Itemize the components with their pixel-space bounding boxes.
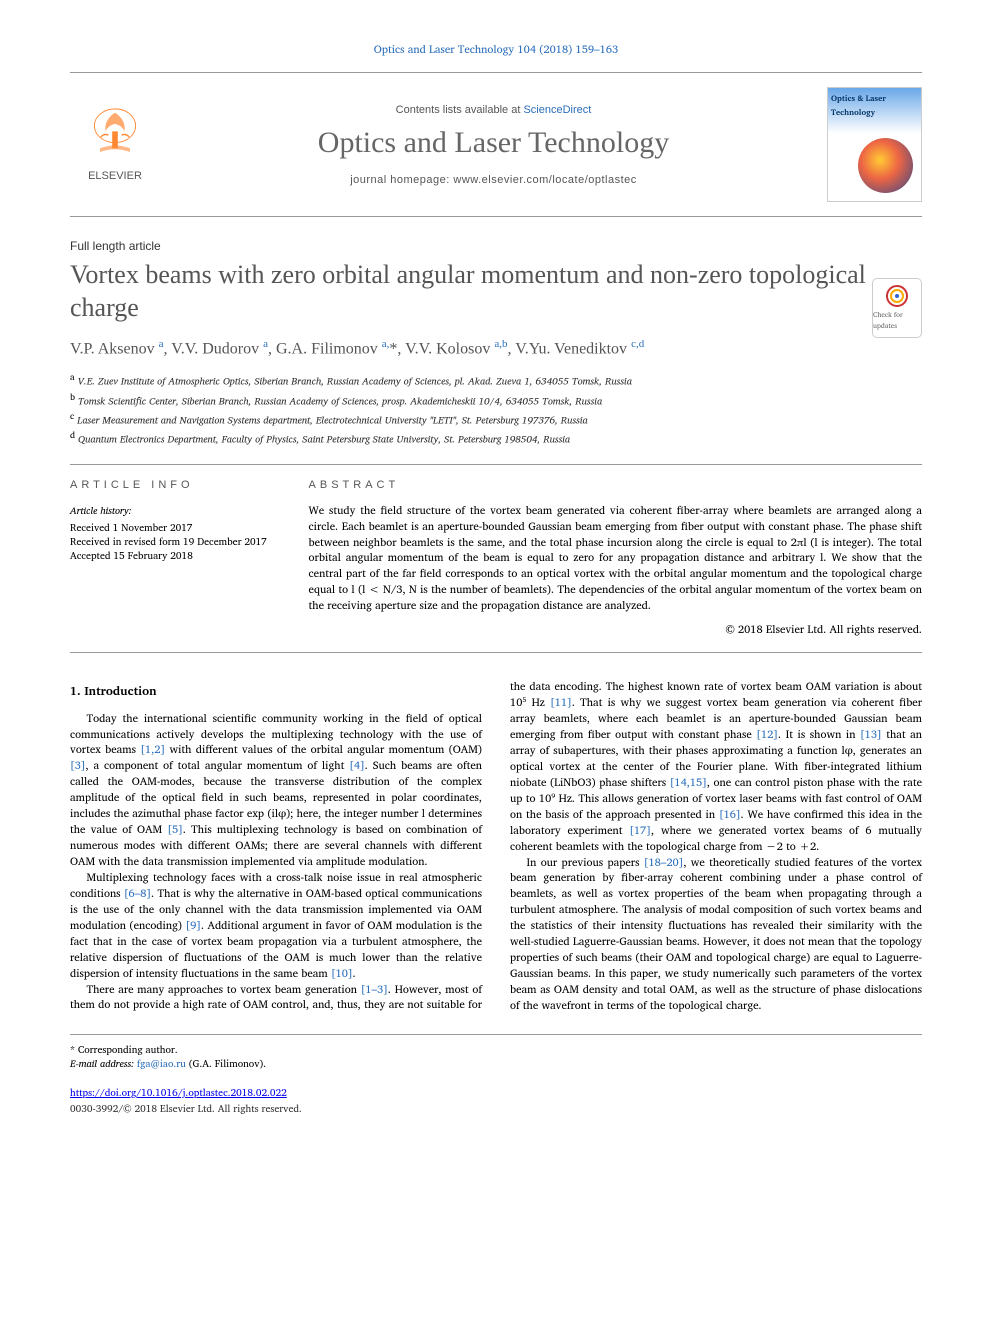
contents-available-line: Contents lists available at ScienceDirec… xyxy=(160,104,827,116)
body-text-columns: 1. Introduction Today the international … xyxy=(70,679,922,1014)
cover-art-icon xyxy=(858,138,913,193)
affiliations-block: a V.E. Zuev Institute of Atmospheric Opt… xyxy=(70,370,922,447)
body-para-1: Today the international scientific commu… xyxy=(70,711,482,870)
abstract-column: ABSTRACT We study the field structure of… xyxy=(309,479,922,639)
affiliation-item: b Tomsk Scientific Center, Siberian Bran… xyxy=(70,390,922,409)
email-link[interactable]: fga@iao.ru xyxy=(137,1056,186,1072)
publisher-logo-block: ELSEVIER xyxy=(70,107,160,182)
elsevier-tree-icon xyxy=(86,107,144,167)
cover-title: Optics & Laser Technology xyxy=(831,91,918,119)
journal-header: ELSEVIER Contents lists available at Sci… xyxy=(70,72,922,217)
body-para-4: In our previous papers [18–20], we theor… xyxy=(510,855,922,1014)
article-type: Full length article xyxy=(70,239,922,253)
crossmark-icon xyxy=(885,284,909,308)
check-updates-badge[interactable]: Check for updates xyxy=(872,278,922,338)
corresponding-author: * Corresponding author. xyxy=(70,1043,922,1057)
history-revised: Received in revised form 19 December 201… xyxy=(70,535,289,549)
journal-cover-thumbnail: Optics & Laser Technology xyxy=(827,87,922,202)
email-person: (G.A. Filimonov). xyxy=(186,1056,266,1072)
doi-line: https://doi.org/10.1016/j.optlastec.2018… xyxy=(70,1085,922,1101)
abstract-text: We study the field structure of the vort… xyxy=(309,503,922,615)
sciencedirect-link[interactable]: ScienceDirect xyxy=(523,104,591,116)
header-center: Contents lists available at ScienceDirec… xyxy=(160,104,827,186)
doi-link[interactable]: https://doi.org/10.1016/j.optlastec.2018… xyxy=(70,1085,287,1101)
check-updates-label: Check for updates xyxy=(873,310,921,332)
history-accepted: Accepted 15 February 2018 xyxy=(70,549,289,563)
article-info-column: ARTICLE INFO Article history: Received 1… xyxy=(70,479,309,639)
affiliation-item: a V.E. Zuev Institute of Atmospheric Opt… xyxy=(70,370,922,389)
affiliation-item: d Quantum Electronics Department, Facult… xyxy=(70,428,922,447)
citation-line: Optics and Laser Technology 104 (2018) 1… xyxy=(70,40,922,58)
publisher-name: ELSEVIER xyxy=(88,170,142,182)
journal-name: Optics and Laser Technology xyxy=(160,126,827,160)
section-heading-intro: 1. Introduction xyxy=(70,683,482,700)
body-para-2: Multiplexing technology faces with a cro… xyxy=(70,870,482,982)
email-line: E-mail address: fga@iao.ru (G.A. Filimon… xyxy=(70,1057,922,1071)
article-title: Vortex beams with zero orbital angular m… xyxy=(70,259,922,324)
history-label: Article history: xyxy=(70,503,289,519)
contents-prefix: Contents lists available at xyxy=(396,104,524,116)
info-abstract-row: ARTICLE INFO Article history: Received 1… xyxy=(70,464,922,654)
affiliation-item: c Laser Measurement and Navigation Syste… xyxy=(70,409,922,428)
history-received: Received 1 November 2017 xyxy=(70,521,289,535)
article-info-heading: ARTICLE INFO xyxy=(70,479,289,491)
abstract-heading: ABSTRACT xyxy=(309,479,922,491)
homepage-url: www.elsevier.com/locate/optlastec xyxy=(453,174,636,186)
email-label: E-mail address: xyxy=(70,1056,137,1072)
issn-line: 0030-3992/© 2018 Elsevier Ltd. All right… xyxy=(70,1101,922,1117)
authors-line: V.P. Aksenov a, V.V. Dudorov a, G.A. Fil… xyxy=(70,338,922,358)
footer-note: * Corresponding author. E-mail address: … xyxy=(70,1034,922,1071)
journal-homepage: journal homepage: www.elsevier.com/locat… xyxy=(160,174,827,186)
homepage-prefix: journal homepage: xyxy=(350,174,453,186)
abstract-copyright: © 2018 Elsevier Ltd. All rights reserved… xyxy=(309,620,922,638)
